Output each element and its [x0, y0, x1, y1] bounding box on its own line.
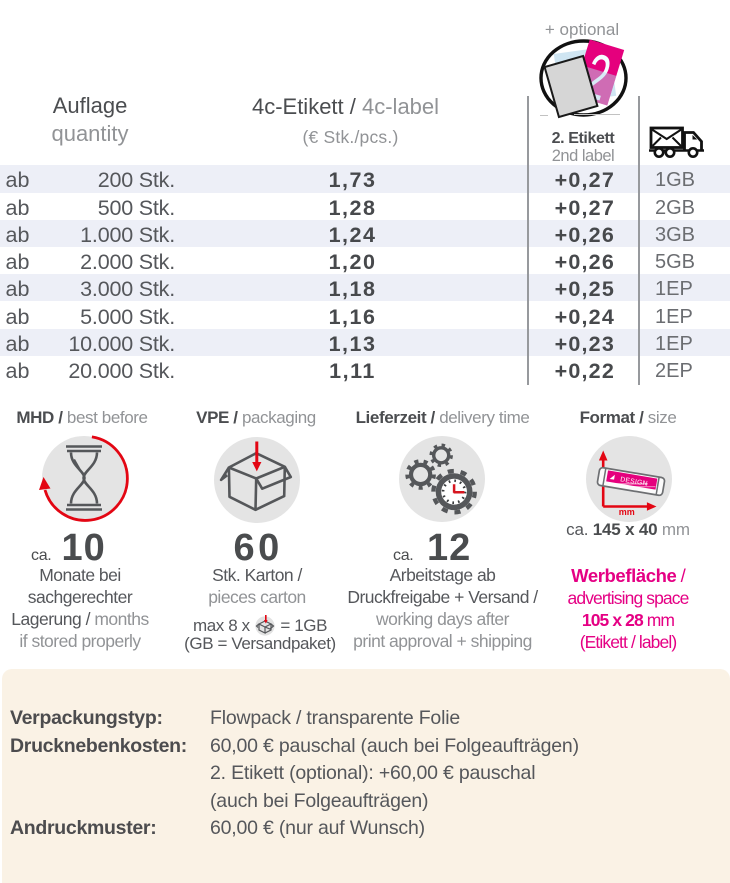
- svg-text:mm: mm: [619, 507, 635, 517]
- svg-text:DESIGN: DESIGN: [620, 476, 649, 488]
